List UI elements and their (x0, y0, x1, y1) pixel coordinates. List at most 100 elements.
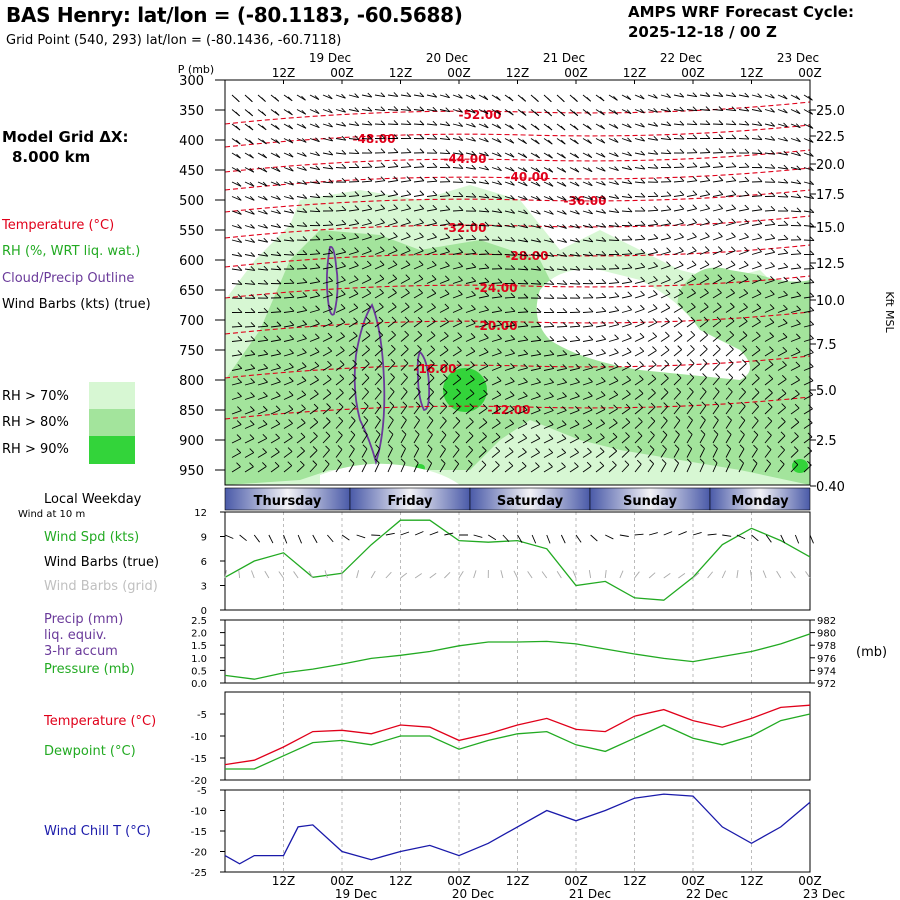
wind-barb-flag (770, 261, 775, 267)
pressure-unit-label: (mb) (856, 645, 888, 660)
wind-barb-flag (380, 204, 386, 209)
wind-barb (387, 377, 395, 386)
wind-barb-flag (741, 387, 746, 393)
wind-barb (751, 152, 763, 155)
wind-barb (803, 338, 814, 342)
wind-barb (530, 367, 541, 371)
wind-barb (270, 353, 281, 357)
wind-barb-flag (362, 444, 368, 450)
wind-barb-flag (674, 444, 680, 450)
wind-barb (322, 364, 332, 371)
wind-barb (660, 223, 671, 226)
pressure-tick-label: 0.0 (191, 679, 207, 690)
wind-barb-flag (575, 321, 581, 327)
surface-wind-barb-true (385, 532, 395, 536)
wind-barb-flag (389, 387, 395, 392)
bottom-time-label: 00Z (447, 874, 471, 888)
wind-barb (296, 352, 307, 357)
wind-barb-flag (315, 249, 321, 255)
wind-barb-flag (726, 444, 732, 449)
surface-wind-barb-true (400, 531, 410, 536)
wind-barb-flag (718, 92, 724, 97)
wind-barb (335, 321, 346, 328)
wind-barb (452, 308, 463, 313)
wind-barb (478, 281, 489, 284)
wind-barb-flag (419, 106, 425, 112)
legend-rh90-label: RH > 90% (2, 442, 69, 457)
wind-barb-flag (561, 196, 567, 201)
wind-barb-flag (249, 196, 255, 201)
wind-barb (257, 395, 268, 400)
wind-barb (673, 306, 683, 313)
wind-barb-flag (744, 148, 750, 154)
wind-barb-flag (363, 401, 369, 407)
wind-barb (244, 254, 255, 257)
cross-section-wind-barbs (231, 92, 815, 473)
wind-barb (530, 339, 541, 342)
wind-barb-flag (249, 181, 255, 187)
wind-barb-flag (377, 373, 383, 378)
surface-wind-barb-true (327, 534, 334, 543)
wind-barb (517, 181, 528, 187)
wind-barb-flag (340, 332, 345, 337)
wind-barb (257, 353, 268, 357)
wind-barb (504, 395, 515, 400)
wind-barb (426, 448, 433, 458)
wind-barb (478, 323, 489, 328)
wind-barb (764, 251, 775, 255)
wind-barb (543, 368, 554, 371)
wind-barb (556, 353, 567, 357)
wind-barb (530, 466, 540, 473)
top-time-label: 00Z (564, 66, 588, 80)
wind-barb-flag (587, 153, 593, 158)
wind-barb-flag (769, 332, 774, 337)
wind-barb-flag (496, 110, 502, 115)
height-tick-label: 17.5 (816, 188, 845, 203)
wind-barb (478, 94, 489, 101)
bottom-time-label: 12Z (389, 874, 413, 888)
wind-barb-flag (679, 134, 685, 140)
wind-barb (257, 283, 269, 285)
wind-barb (283, 181, 294, 186)
wind-barb (348, 293, 359, 299)
wind-barb-flag (275, 139, 280, 144)
wind-barb-flag (393, 120, 399, 125)
wind-barb (452, 94, 463, 99)
wind-barb (413, 123, 425, 126)
wind-barb-flag (352, 345, 358, 351)
wind-barb-flag (483, 375, 489, 381)
wind-barb (439, 265, 450, 270)
wind-barb (543, 325, 555, 328)
wind-barb-flag (691, 246, 697, 252)
wind-barb (491, 152, 502, 158)
wind-barb-flag (627, 137, 632, 143)
wind-barb (803, 408, 813, 415)
wind-barb-flag (718, 148, 724, 153)
wind-barb (413, 236, 424, 241)
wind-barb (361, 420, 369, 429)
wind-barb (660, 392, 669, 400)
surface-wind-barb-true (297, 534, 302, 544)
wind-speed-tick-label: 9 (201, 533, 207, 544)
wind-barb (504, 210, 515, 214)
wind-barb-flag (640, 206, 646, 212)
wind-barb-flag (757, 247, 762, 252)
wind-barb (751, 307, 762, 313)
wind-barb-flag (496, 418, 501, 424)
surface-wind-barb-grid (238, 569, 241, 579)
wind-barb (530, 409, 541, 415)
wind-barb-flag (757, 205, 763, 210)
bottom-time-label: 12Z (506, 874, 530, 888)
wind-barb (309, 138, 320, 143)
wind-barb-flag (302, 180, 308, 185)
wind-barb-flag (350, 444, 355, 450)
wind-barb (465, 280, 476, 284)
wind-barb-flag (728, 359, 734, 364)
wind-barb (543, 167, 554, 173)
wind-barb-flag (354, 149, 360, 154)
wind-barb-flag (796, 305, 801, 311)
wind-barb (582, 254, 593, 257)
wind-barb-flag (700, 444, 705, 449)
wind-barb (777, 421, 786, 429)
pressure-tick-label: 850 (179, 404, 204, 419)
